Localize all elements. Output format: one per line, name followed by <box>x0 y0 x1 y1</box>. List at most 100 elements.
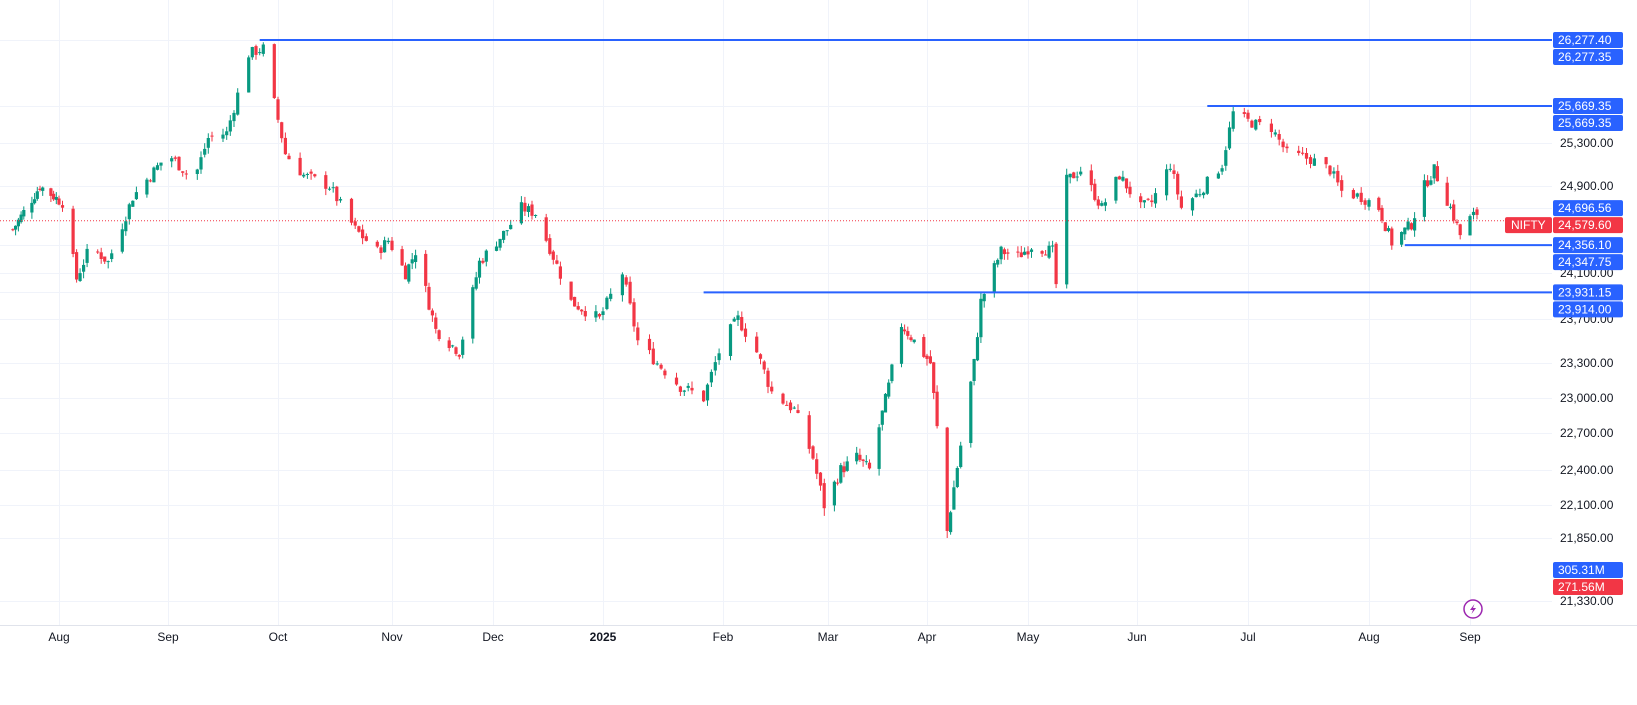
candle <box>792 406 796 410</box>
time-tick-label: Nov <box>381 630 402 644</box>
candle <box>427 282 431 311</box>
time-tick-label: Jun <box>1127 630 1146 644</box>
time-tick-label: Aug <box>48 630 69 644</box>
candle <box>276 96 280 123</box>
candle <box>1367 198 1371 211</box>
candle <box>1139 193 1143 209</box>
candle <box>647 334 652 355</box>
candle <box>232 110 236 127</box>
svg-text:25,669.35: 25,669.35 <box>1558 116 1612 130</box>
candle <box>530 200 534 220</box>
candle <box>152 166 156 183</box>
candle <box>1406 217 1410 231</box>
price-tick-label: 24,900.00 <box>1560 179 1614 193</box>
candle <box>477 257 482 284</box>
candle <box>935 385 939 429</box>
horizontal-levels[interactable] <box>259 39 1552 294</box>
candle <box>864 455 868 465</box>
price-tick-label: 25,300.00 <box>1560 136 1614 150</box>
candle <box>481 258 485 265</box>
candle <box>1258 115 1262 126</box>
candle <box>975 332 980 362</box>
candle <box>1435 161 1439 182</box>
candle <box>505 230 509 236</box>
candle <box>788 400 793 414</box>
svg-text:26,277.40: 26,277.40 <box>1558 33 1612 47</box>
price-tick-label: 23,000.00 <box>1560 391 1614 405</box>
candle <box>1355 192 1359 199</box>
candle <box>199 151 203 174</box>
volume-tag: 305.31M <box>1553 562 1623 578</box>
candle <box>324 171 328 196</box>
candle <box>523 196 527 216</box>
candle <box>434 312 438 334</box>
candle <box>447 337 451 352</box>
candle <box>203 143 207 158</box>
candle <box>75 249 79 283</box>
candle <box>484 249 488 267</box>
candle <box>1047 241 1051 260</box>
candle <box>1150 194 1154 207</box>
candle <box>836 478 840 486</box>
candle <box>1205 176 1209 195</box>
candle <box>302 172 306 178</box>
candle <box>861 458 865 467</box>
candle <box>1096 196 1100 210</box>
time-axis[interactable]: Aug Sep Oct Nov Dec 2025 Feb Mar Apr May Jun Jul Aug… <box>48 630 1481 644</box>
candle <box>437 329 441 342</box>
candle <box>678 385 682 396</box>
flash-icon[interactable] <box>1463 599 1483 619</box>
candle <box>400 245 404 266</box>
candle <box>1324 156 1328 169</box>
candle <box>702 390 706 403</box>
candle <box>35 186 39 201</box>
price-axis[interactable]: 25,300.0024,900.0024,100.0023,700.0023,3… <box>1560 136 1614 608</box>
time-tick-label: Feb <box>713 630 734 644</box>
candle <box>131 200 135 207</box>
time-tick-label: Dec <box>482 630 503 644</box>
svg-text:23,914.00: 23,914.00 <box>1558 302 1612 316</box>
candle <box>1023 247 1027 256</box>
candle <box>551 249 555 265</box>
candle <box>686 383 690 392</box>
candle <box>1029 248 1034 258</box>
candle <box>597 313 602 319</box>
candle <box>1468 214 1472 236</box>
candle <box>327 186 332 191</box>
candle <box>832 480 836 512</box>
candle <box>16 217 20 232</box>
candle <box>736 310 740 326</box>
candle <box>959 441 963 469</box>
candle <box>1445 176 1449 206</box>
candle <box>580 309 584 315</box>
time-tick-label: 2025 <box>590 630 617 644</box>
candle <box>1165 164 1169 201</box>
candle <box>1026 246 1030 259</box>
price-tag: 24,356.10 <box>1553 237 1623 254</box>
candle <box>558 261 562 285</box>
candle <box>762 360 766 374</box>
candle <box>1006 248 1010 260</box>
candle <box>1051 240 1055 253</box>
candle <box>1340 175 1344 198</box>
candle <box>1301 147 1305 156</box>
candle <box>569 281 573 302</box>
candle <box>1429 176 1433 186</box>
candle <box>1044 250 1048 256</box>
candle <box>732 316 736 322</box>
candle <box>375 240 379 249</box>
candle <box>858 448 862 462</box>
candle <box>424 250 428 293</box>
candle <box>78 268 82 282</box>
candle <box>353 217 357 229</box>
candle <box>1359 187 1363 205</box>
candle <box>555 254 559 265</box>
candle <box>899 323 904 368</box>
candle <box>451 344 455 348</box>
candle <box>1172 164 1176 179</box>
candle <box>99 247 103 264</box>
price-tag: 24,347.75 <box>1553 254 1623 271</box>
candle <box>1068 173 1072 184</box>
candle <box>280 121 284 143</box>
